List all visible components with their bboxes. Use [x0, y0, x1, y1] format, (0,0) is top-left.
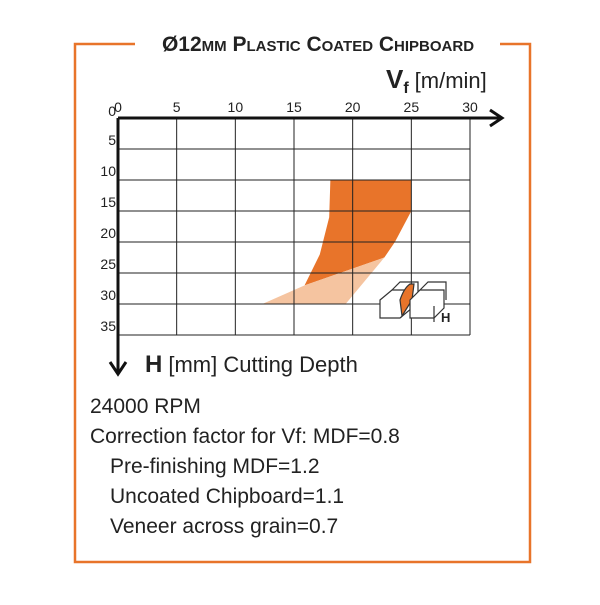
- profile-icon: [379, 281, 447, 322]
- chart-title: Ø12mm Plastic Coated Chipboard: [162, 33, 474, 56]
- y-tick-label: 5: [108, 132, 116, 148]
- feed-region: [262, 257, 385, 304]
- y-tick-label: 35: [100, 318, 116, 334]
- y-axis-symbol: H: [145, 351, 162, 378]
- feed-region: [304, 180, 412, 286]
- x-tick-label: 0: [114, 99, 122, 115]
- x-axis-arrow: [489, 108, 505, 128]
- x-tick-label: 25: [404, 99, 420, 115]
- y-tick-label: 10: [100, 163, 116, 179]
- title-gap: [135, 30, 500, 58]
- y-tick-label: 15: [100, 194, 116, 210]
- y-axis-arrow: [108, 361, 128, 377]
- x-tick-label: 20: [345, 99, 361, 115]
- y-tick-label: 20: [100, 225, 116, 241]
- x-axis-subscript: f: [403, 80, 409, 97]
- y-axis-label: H [mm] Cutting Depth: [145, 351, 358, 378]
- y-tick-label: 30: [100, 287, 116, 303]
- x-axis-label: Vf [m/min]: [386, 64, 487, 97]
- y-tick-label: 25: [100, 256, 116, 272]
- note-line: Pre-finishing MDF=1.2: [110, 455, 320, 478]
- y-tick-label: 0: [108, 103, 116, 119]
- x-tick-label: 5: [173, 99, 181, 115]
- icon-block: [409, 289, 445, 319]
- note-line: Veneer across grain=0.7: [110, 515, 338, 538]
- icon-label: H: [441, 310, 450, 325]
- x-tick-label: 30: [462, 99, 478, 115]
- x-tick-label: 15: [286, 99, 302, 115]
- y-axis-text: [mm] Cutting Depth: [168, 352, 358, 377]
- x-axis-unit: [m/min]: [415, 68, 487, 93]
- x-tick-label: 10: [228, 99, 244, 115]
- icon-edge: [419, 281, 447, 300]
- x-axis-symbol: V: [386, 64, 404, 94]
- note-line: Correction factor for Vf: MDF=0.8: [90, 425, 400, 448]
- note-line: 24000 RPM: [90, 395, 201, 418]
- icon-cut: [399, 283, 415, 318]
- note-line: Uncoated Chipboard=1.1: [110, 485, 344, 508]
